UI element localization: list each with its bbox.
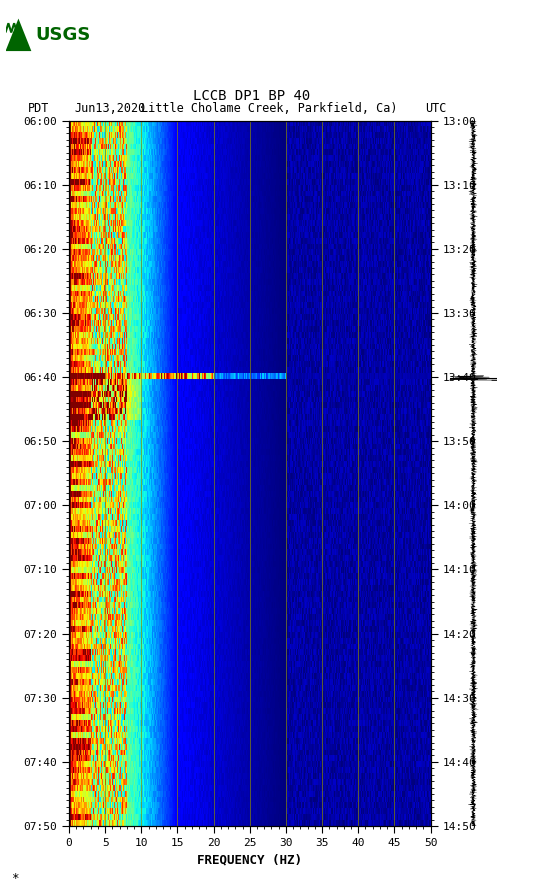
Text: Little Cholame Creek, Parkfield, Ca): Little Cholame Creek, Parkfield, Ca) <box>141 103 397 115</box>
Text: PDT: PDT <box>28 103 49 115</box>
Polygon shape <box>6 19 31 51</box>
Text: *: * <box>11 872 19 885</box>
Text: USGS: USGS <box>36 26 91 44</box>
X-axis label: FREQUENCY (HZ): FREQUENCY (HZ) <box>197 854 302 866</box>
Text: Jun13,2020: Jun13,2020 <box>75 103 146 115</box>
Text: UTC: UTC <box>425 103 447 115</box>
Text: LCCB DP1 BP 40: LCCB DP1 BP 40 <box>193 89 310 104</box>
